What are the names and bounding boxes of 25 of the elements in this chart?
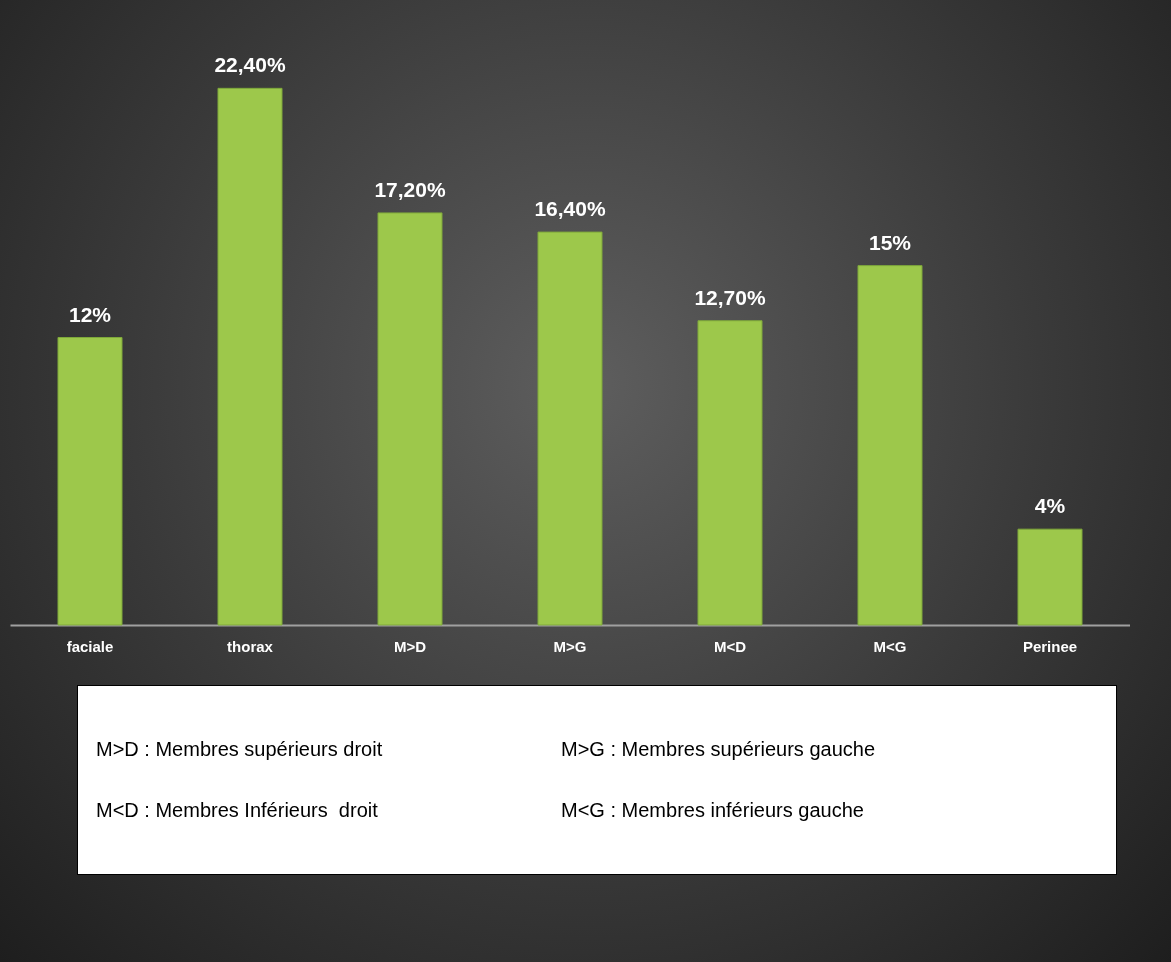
- x-tick-label: M<D: [713, 637, 747, 655]
- bar: [57, 337, 123, 626]
- data-label: 17,20%: [374, 177, 446, 201]
- text: M>D : Membres supérieurs droit: [96, 738, 384, 761]
- bar: [857, 265, 923, 626]
- text: M<G : Membres inférieurs gauche: [561, 799, 865, 822]
- bar: [217, 87, 283, 626]
- text: M>G : Membres supérieurs gauche: [561, 738, 877, 761]
- x-tick-label: M>D: [393, 637, 427, 655]
- data-label: 4%: [1034, 494, 1066, 518]
- bar: [537, 231, 603, 626]
- data-label: 16,40%: [534, 197, 606, 221]
- x-tick-label: M>G: [553, 637, 587, 655]
- bar: [697, 320, 763, 626]
- data-label: 22,40%: [214, 53, 286, 77]
- x-tick-label: Perinee: [1022, 637, 1078, 655]
- text: M<D : Membres Inférieurs droit: [96, 799, 379, 822]
- x-tick-label: faciale: [66, 637, 114, 655]
- data-label: 12,70%: [694, 285, 766, 309]
- bar: [1017, 528, 1083, 626]
- data-label: 12%: [68, 302, 112, 326]
- x-tick-label: thorax: [227, 637, 274, 655]
- bar: [377, 212, 443, 626]
- data-label: 15%: [868, 230, 912, 254]
- x-tick-label: M<G: [873, 637, 907, 655]
